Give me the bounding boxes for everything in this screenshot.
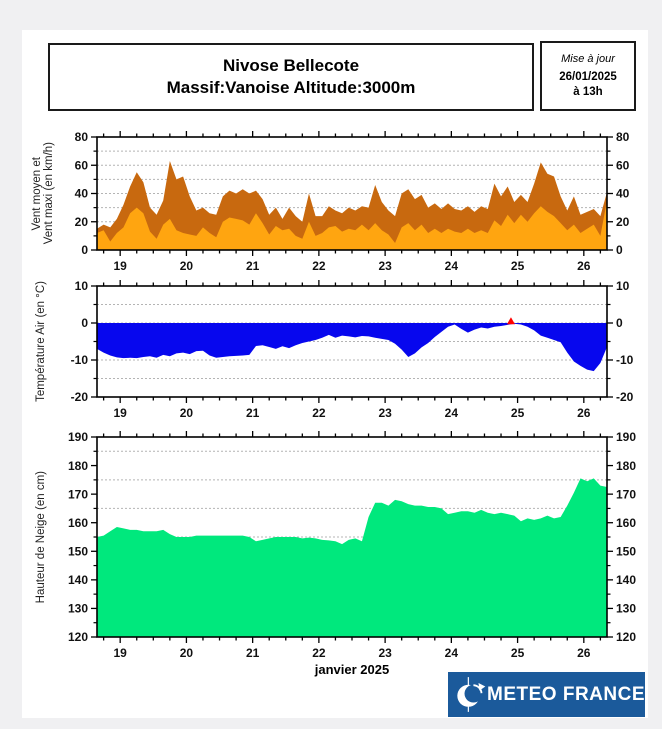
svg-text:150: 150: [68, 544, 88, 558]
svg-text:-20: -20: [71, 390, 89, 404]
svg-text:150: 150: [616, 544, 636, 558]
svg-text:21: 21: [246, 259, 260, 273]
svg-text:25: 25: [511, 646, 525, 660]
svg-text:0: 0: [616, 243, 623, 257]
temperature-chart: -20 -20 -10 -10 0 0 10 10 19 20 21 22 23 24 25 26: [71, 279, 634, 420]
svg-text:19: 19: [114, 259, 128, 273]
svg-text:170: 170: [68, 487, 88, 501]
wind-chart: 0 0 20 20 40 40 60 60 80 80 19 20 21 22 23 24 25 26: [75, 130, 630, 273]
svg-text:60: 60: [616, 158, 630, 172]
svg-text:21: 21: [246, 646, 260, 660]
station-title: Nivose Bellecote: [222, 55, 360, 75]
svg-text:-10: -10: [71, 353, 89, 367]
svg-text:22: 22: [312, 259, 326, 273]
update-label: Mise à jour: [561, 52, 615, 65]
svg-text:22: 22: [312, 406, 326, 420]
meteo-france-logo: METEO FRANCE: [448, 672, 645, 717]
temperature-axis-label: Température Air (en °C): [30, 281, 52, 402]
snow-chart: 120 120 130 130 140 140 150 150 160 160 170 170 180 1…: [68, 430, 636, 660]
svg-text:24: 24: [445, 406, 459, 420]
svg-text:23: 23: [378, 406, 392, 420]
svg-text:130: 130: [68, 602, 88, 616]
svg-text:120: 120: [616, 630, 636, 644]
svg-text:21: 21: [246, 406, 260, 420]
svg-text:190: 190: [616, 430, 636, 444]
chart-title-box: Nivose Bellecote Massif:Vanoise Altitude…: [48, 43, 534, 111]
svg-text:140: 140: [616, 573, 636, 587]
svg-text:20: 20: [180, 646, 194, 660]
svg-text:40: 40: [75, 187, 89, 201]
svg-text:20: 20: [75, 215, 89, 229]
svg-text:80: 80: [75, 130, 89, 144]
svg-text:20: 20: [180, 406, 194, 420]
svg-text:40: 40: [616, 187, 630, 201]
svg-text:160: 160: [616, 516, 636, 530]
update-time: à 13h: [573, 85, 603, 98]
svg-text:19: 19: [114, 646, 128, 660]
svg-text:20: 20: [180, 259, 194, 273]
svg-text:180: 180: [68, 459, 88, 473]
update-date: 26/01/2025: [559, 70, 617, 83]
svg-text:-10: -10: [616, 353, 634, 367]
svg-text:10: 10: [75, 279, 89, 293]
svg-text:26: 26: [577, 406, 591, 420]
svg-text:25: 25: [511, 406, 525, 420]
svg-text:0: 0: [81, 316, 88, 330]
svg-text:24: 24: [445, 259, 459, 273]
temperature-axis-label-line1: Température Air (en °C): [35, 281, 47, 402]
svg-text:190: 190: [68, 430, 88, 444]
svg-text:24: 24: [445, 646, 459, 660]
meteo-france-icon: [457, 677, 486, 712]
svg-text:80: 80: [616, 130, 630, 144]
svg-text:19: 19: [114, 406, 128, 420]
svg-text:180: 180: [616, 459, 636, 473]
svg-text:0: 0: [81, 243, 88, 257]
meteo-france-wordmark: METEO FRANCE: [487, 683, 645, 705]
svg-text:26: 26: [577, 646, 591, 660]
svg-text:170: 170: [616, 487, 636, 501]
svg-text:22: 22: [312, 646, 326, 660]
svg-text:-20: -20: [616, 390, 634, 404]
svg-text:140: 140: [68, 573, 88, 587]
svg-text:0: 0: [616, 316, 623, 330]
wind-axis-label-line1: Vent moyen et: [31, 156, 43, 231]
wind-axis-label: Vent moyen et Vent maxi (en km/h): [24, 137, 62, 250]
chart-panel: Nivose Bellecote Massif:Vanoise Altitude…: [22, 30, 648, 718]
x-axis-month-label: janvier 2025: [314, 662, 390, 677]
station-subtitle: Massif:Vanoise Altitude:3000m: [166, 78, 416, 97]
svg-text:60: 60: [75, 158, 89, 172]
svg-text:20: 20: [616, 215, 630, 229]
snow-axis-label: Hauteur de Neige (en cm): [30, 437, 52, 637]
svg-text:10: 10: [616, 279, 630, 293]
svg-text:120: 120: [68, 630, 88, 644]
svg-text:23: 23: [378, 646, 392, 660]
svg-text:23: 23: [378, 259, 392, 273]
wind-axis-label-line2: Vent maxi (en km/h): [43, 142, 55, 245]
svg-text:26: 26: [577, 259, 591, 273]
update-box: Mise à jour 26/01/2025 à 13h: [540, 41, 636, 111]
svg-text:25: 25: [511, 259, 525, 273]
svg-text:160: 160: [68, 516, 88, 530]
svg-text:130: 130: [616, 602, 636, 616]
snow-axis-label-line1: Hauteur de Neige (en cm): [35, 470, 47, 604]
